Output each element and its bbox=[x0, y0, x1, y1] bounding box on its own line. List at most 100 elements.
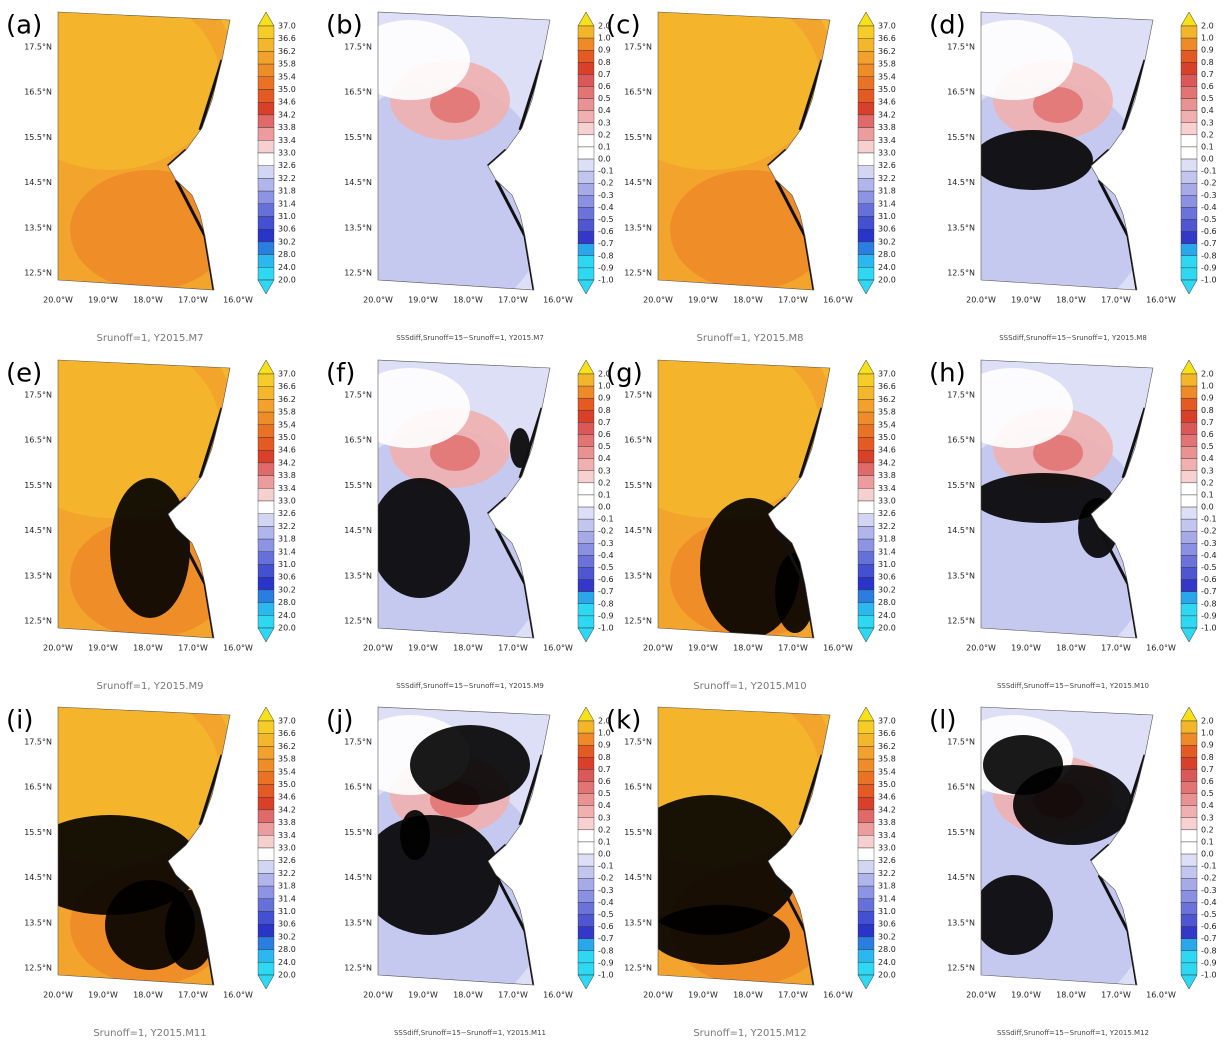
colorbar-swatch bbox=[1180, 829, 1198, 843]
colorbar-label: 31.4 bbox=[878, 894, 896, 903]
colorbar-swatch bbox=[857, 241, 875, 255]
colorbar-swatch bbox=[257, 228, 275, 243]
lat-tick-label: 13.5°N bbox=[24, 571, 52, 580]
colorbar-swatch bbox=[857, 615, 875, 629]
colorbar-swatch bbox=[577, 170, 595, 184]
colorbar-swatch bbox=[1180, 950, 1198, 964]
colorbar-label: 31.4 bbox=[278, 894, 296, 903]
lat-tick-label: 12.5°N bbox=[344, 964, 372, 973]
lat-tick-label: 13.5°N bbox=[947, 223, 975, 232]
lat-tick-label: 13.5°N bbox=[624, 223, 652, 232]
colorbar-swatch bbox=[1180, 805, 1198, 818]
colorbar-label: 24.0 bbox=[878, 958, 896, 967]
colorbar-label: 24.0 bbox=[278, 958, 296, 967]
colorbar-swatch bbox=[1180, 817, 1198, 831]
lon-tick-label: 16.0°W bbox=[543, 296, 573, 305]
colorbar-swatch bbox=[1180, 926, 1198, 939]
lon-tick-label: 20.0°W bbox=[43, 644, 73, 653]
lon-tick-label: 18.0°W bbox=[133, 991, 163, 1000]
colorbar-swatch bbox=[577, 518, 595, 532]
colorbar-label: -0.9 bbox=[1201, 611, 1217, 620]
colorbar-swatch bbox=[857, 564, 875, 578]
colorbar-swatch bbox=[1180, 110, 1198, 123]
lon-tick-label: 16.0°W bbox=[223, 991, 253, 1000]
colorbar-label: -0.8 bbox=[1201, 946, 1217, 955]
colorbar-swatch bbox=[577, 231, 595, 244]
lon-tick-label: 17.0°W bbox=[778, 991, 808, 1000]
lon-tick-label: 17.0°W bbox=[498, 296, 528, 305]
colorbar-label: 0.1 bbox=[1201, 490, 1214, 499]
lat-tick-label: 14.5°N bbox=[344, 526, 372, 535]
colorbar-swatch bbox=[857, 720, 875, 734]
lon-tick-label: 16.0°W bbox=[223, 296, 253, 305]
contour-region bbox=[981, 368, 1073, 448]
lon-tick-label: 18.0°W bbox=[453, 644, 483, 653]
lat-tick-label: 17.5°N bbox=[24, 43, 52, 52]
colorbar-label: 35.4 bbox=[278, 420, 296, 429]
lat-tick-label: 13.5°N bbox=[344, 571, 372, 580]
colorbar-label: 30.2 bbox=[278, 585, 296, 594]
colorbar-swatch bbox=[577, 25, 595, 39]
colorbar-swatch bbox=[577, 219, 595, 232]
colorbar-swatch bbox=[577, 506, 595, 520]
colorbar-label: 0.3 bbox=[1201, 813, 1214, 822]
lat-tick-label: 12.5°N bbox=[947, 269, 975, 278]
caption: Srunoff=1, Y2015.M8 bbox=[697, 333, 804, 344]
colorbar-swatch bbox=[257, 784, 275, 798]
colorbar-swatch bbox=[577, 841, 595, 855]
colorbar-swatch bbox=[257, 89, 275, 103]
lat-tick-label: 12.5°N bbox=[24, 964, 52, 973]
colorbar-swatch bbox=[1180, 458, 1198, 471]
contour-region bbox=[658, 795, 800, 935]
caption: Srunoff=1, Y2015.M7 bbox=[97, 333, 204, 344]
colorbar-label: 33.8 bbox=[278, 471, 296, 480]
colorbar-label: 0.8 bbox=[598, 753, 611, 762]
panel: 17.5°N 16.5°N 15.5°N 14.5°N 13.5°N 12.5°N 20.0… bbox=[929, 359, 1217, 691]
lat-tick-label: 17.5°N bbox=[344, 738, 372, 747]
lat-tick-label: 17.5°N bbox=[947, 738, 975, 747]
colorbar-label: 35.0 bbox=[278, 85, 296, 94]
colorbar-label: 0.6 bbox=[598, 777, 611, 786]
colorbar-label: 0.2 bbox=[1201, 478, 1214, 487]
colorbar-swatch bbox=[857, 437, 875, 451]
colorbar-label: 28.0 bbox=[878, 945, 896, 954]
colorbar-label: 0.9 bbox=[598, 46, 611, 55]
colorbar-swatch bbox=[1180, 86, 1198, 99]
colorbar-swatch bbox=[257, 399, 275, 413]
colorbar-swatch bbox=[1180, 134, 1198, 148]
colorbar-label: 0.2 bbox=[598, 478, 611, 487]
colorbar-end bbox=[857, 11, 875, 27]
colorbar-swatch bbox=[577, 962, 595, 976]
lon-tick-label: 19.0°W bbox=[88, 644, 118, 653]
colorbar-label: -0.3 bbox=[1201, 539, 1217, 548]
colorbar-swatch bbox=[257, 835, 275, 849]
colorbar-label: 2.0 bbox=[598, 22, 611, 31]
colorbar-label: 0.6 bbox=[1201, 82, 1214, 91]
colorbar-end bbox=[257, 11, 275, 27]
colorbar-label: 37.0 bbox=[878, 370, 896, 379]
lon-tick-label: 19.0°W bbox=[408, 296, 438, 305]
colorbar-label: 37.0 bbox=[878, 717, 896, 726]
colorbar-swatch bbox=[1180, 255, 1198, 269]
colorbar-label: 34.2 bbox=[878, 458, 896, 467]
colorbar-end bbox=[577, 11, 595, 27]
colorbar-swatch bbox=[577, 470, 595, 484]
colorbar-swatch bbox=[257, 424, 275, 438]
contour-region bbox=[981, 130, 1093, 190]
colorbar-swatch bbox=[577, 567, 595, 580]
colorbar-label: 0.7 bbox=[598, 765, 611, 774]
lat-tick-label: 13.5°N bbox=[624, 571, 652, 580]
lat-tick-label: 12.5°N bbox=[24, 269, 52, 278]
colorbar-swatch bbox=[1180, 494, 1198, 508]
colorbar-label: -0.2 bbox=[598, 179, 614, 188]
colorbar-swatch bbox=[857, 178, 875, 192]
colorbar-swatch bbox=[257, 254, 275, 268]
colorbar-label: -1.0 bbox=[1201, 971, 1217, 980]
colorbar-label: 32.2 bbox=[878, 869, 896, 878]
colorbar-label: 31.0 bbox=[878, 907, 896, 916]
colorbar-label: 28.0 bbox=[278, 598, 296, 607]
colorbar-swatch bbox=[1180, 122, 1198, 136]
colorbar-label: 35.4 bbox=[278, 767, 296, 776]
colorbar-label: 0.7 bbox=[1201, 765, 1214, 774]
lon-tick-label: 18.0°W bbox=[1056, 296, 1086, 305]
